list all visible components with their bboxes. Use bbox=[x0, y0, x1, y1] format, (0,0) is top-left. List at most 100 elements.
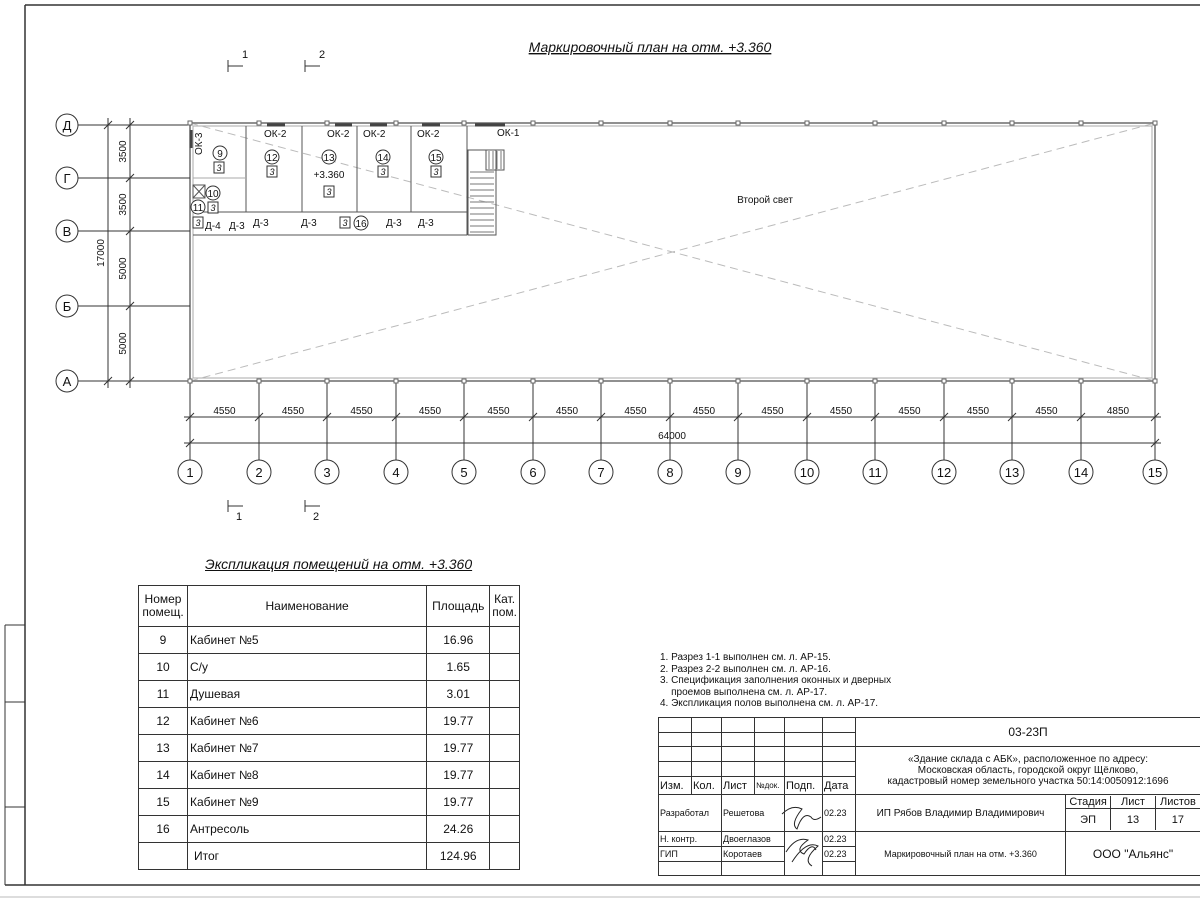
dim-label: 4550 bbox=[419, 406, 442, 417]
column bbox=[1078, 120, 1084, 126]
column bbox=[187, 378, 193, 384]
company-name: ООО "Альянс" bbox=[1064, 831, 1200, 876]
dim-label: 4550 bbox=[556, 406, 579, 417]
axis-bubble bbox=[55, 369, 79, 393]
dim-tick bbox=[870, 412, 880, 422]
axis-bubble bbox=[931, 459, 957, 485]
room-category bbox=[489, 680, 520, 708]
drawing-title: Маркировочный план на отм. +3.360 bbox=[529, 39, 772, 55]
dim-label: 4550 bbox=[282, 406, 305, 417]
column bbox=[187, 120, 193, 126]
axis-label: 2 bbox=[255, 465, 262, 480]
room-number-bubble bbox=[375, 149, 391, 165]
window-label: ОК-1 bbox=[497, 128, 520, 139]
category-box bbox=[192, 216, 204, 229]
room-name: Кабинет №7 bbox=[186, 734, 428, 762]
dim-tick bbox=[459, 412, 469, 422]
column bbox=[461, 378, 467, 384]
door-label: Д-3 bbox=[418, 218, 434, 229]
door-label: Д-3 bbox=[386, 218, 402, 229]
room-category bbox=[489, 815, 520, 843]
sheets-label: Листов bbox=[1155, 795, 1200, 809]
room-number: 9 bbox=[217, 149, 223, 160]
category-box bbox=[207, 201, 219, 214]
room-name: Антресоль bbox=[186, 815, 428, 843]
sheet-label: Лист bbox=[1110, 795, 1156, 809]
room-category bbox=[489, 707, 520, 735]
axis-bubble bbox=[451, 459, 477, 485]
note: проемов выполнена см. л. АР-17. bbox=[660, 686, 828, 698]
category-label: 3 bbox=[195, 218, 200, 228]
category-label: 3 bbox=[380, 167, 385, 177]
window-label: ОК-2 bbox=[417, 129, 440, 140]
table-row: 13 Кабинет №7 19.77 bbox=[138, 734, 520, 762]
category-label: 3 bbox=[342, 218, 347, 228]
column bbox=[941, 378, 947, 384]
room-number-bubble bbox=[190, 199, 206, 215]
room-number-bubble bbox=[205, 185, 221, 201]
category-label: 3 bbox=[326, 187, 331, 197]
axis-label: 6 bbox=[529, 465, 536, 480]
axis-label: 10 bbox=[800, 465, 814, 480]
room-number: 15 bbox=[430, 153, 442, 164]
role: Н. контр. bbox=[658, 831, 722, 847]
axis-label: А bbox=[63, 374, 72, 389]
room-number: 10 bbox=[207, 189, 219, 200]
room-area: 3.01 bbox=[426, 680, 491, 708]
column bbox=[735, 378, 741, 384]
role: Разработал bbox=[658, 794, 722, 832]
total-area: 124.96 bbox=[426, 842, 491, 870]
axis-label: Б bbox=[63, 299, 72, 314]
axis-label: Г bbox=[63, 171, 70, 186]
dim-label: 4550 bbox=[213, 406, 236, 417]
axis-bubble bbox=[1142, 459, 1168, 485]
window-label: ОК-2 bbox=[264, 129, 287, 140]
room-number: 11 bbox=[193, 203, 204, 214]
room-number: 16 bbox=[355, 219, 367, 230]
category-box bbox=[339, 216, 351, 229]
table-row-total: Итог 124.96 bbox=[138, 842, 520, 870]
col-cat: Кат. пом. bbox=[489, 585, 520, 627]
col-num: Номер помещ. bbox=[138, 585, 188, 627]
room-number: 13 bbox=[323, 153, 335, 164]
room-area: 19.77 bbox=[426, 707, 491, 735]
room-category bbox=[489, 761, 520, 789]
column bbox=[530, 120, 536, 126]
room-number-bubble bbox=[428, 149, 444, 165]
room-category bbox=[489, 734, 520, 762]
table-row: 12 Кабинет №6 19.77 bbox=[138, 707, 520, 735]
table-row: 15 Кабинет №9 19.77 bbox=[138, 788, 520, 816]
date: 02.23 bbox=[822, 831, 856, 847]
window-label: ОК-2 bbox=[363, 129, 386, 140]
dim-total: 17000 bbox=[96, 239, 107, 267]
room-name: Кабинет №6 bbox=[186, 707, 428, 735]
dim-tick bbox=[939, 412, 949, 422]
col-ndok: №док. bbox=[754, 776, 785, 795]
dim-label: 4550 bbox=[624, 406, 647, 417]
door-label: Д-3 bbox=[301, 218, 317, 229]
category-box bbox=[213, 161, 225, 174]
axis-bubble bbox=[55, 113, 79, 137]
table-row: 14 Кабинет №8 19.77 bbox=[138, 761, 520, 789]
dim-label: 4550 bbox=[487, 406, 510, 417]
column bbox=[598, 378, 604, 384]
dim-tick bbox=[1076, 412, 1086, 422]
person-name: Коротаев bbox=[721, 846, 785, 862]
svg-text:1: 1 bbox=[242, 49, 248, 61]
room-number: 14 bbox=[138, 761, 188, 789]
svg-text:2: 2 bbox=[313, 511, 319, 523]
axis-bubble bbox=[999, 459, 1025, 485]
dim-tick bbox=[665, 412, 675, 422]
column bbox=[1009, 378, 1015, 384]
room-name: Кабинет №5 bbox=[186, 626, 428, 654]
sheets-value: 17 bbox=[1171, 813, 1185, 826]
col-area: Площадь bbox=[426, 585, 491, 627]
dim-tick bbox=[1150, 438, 1160, 448]
axis-label: 9 bbox=[734, 465, 741, 480]
window-door-labels: ОК-1 ОК-2 ОК-2 ОК-2 ОК-2 ОК-3 Д-4 Д-3 Д-… bbox=[194, 128, 793, 232]
column bbox=[598, 120, 604, 126]
dim-label: 4850 bbox=[1107, 406, 1130, 417]
room-number: 9 bbox=[138, 626, 188, 654]
category-box bbox=[430, 165, 442, 178]
title-block: 03-23П «Здание склада с АБК», расположен… bbox=[658, 717, 1200, 876]
